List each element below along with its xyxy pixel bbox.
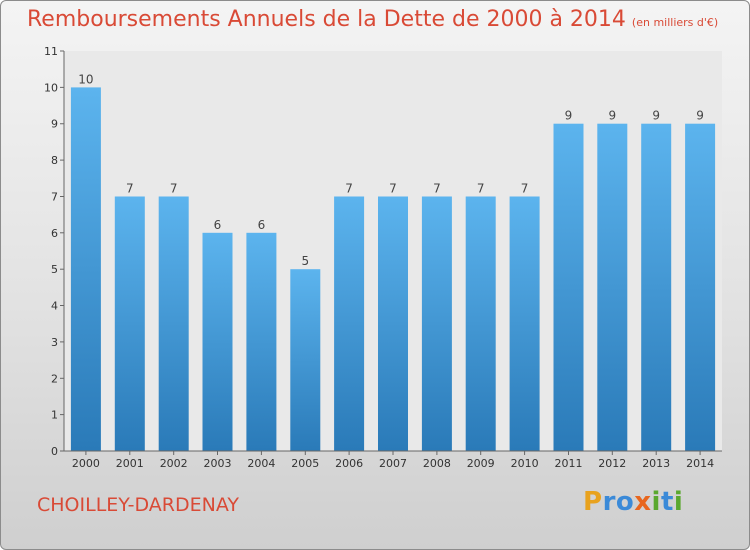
x-tick-label-2002: 2002 [160,457,188,470]
chart-title: Remboursements Annuels de la Dette de 20… [27,7,718,32]
y-tick-label-1: 1 [51,409,58,422]
x-tick-label-2001: 2001 [116,457,144,470]
bar-2008 [421,196,452,451]
chart-subtitle: (en milliers d'€) [631,16,719,29]
data-label-2000: 10 [78,72,93,86]
y-tick-label-2: 2 [51,372,58,385]
x-tick-label-2014: 2014 [686,457,714,470]
data-label-2001: 7 [126,182,134,196]
x-tick-label-2004: 2004 [247,457,275,470]
proxiti-logo: Proxiti [583,487,683,517]
y-tick-label-9: 9 [51,118,58,131]
data-label-2007: 7 [389,182,397,196]
bar-2001 [114,196,145,451]
x-tick-label-2011: 2011 [555,457,583,470]
x-tick-label-2012: 2012 [598,457,626,470]
bar-2010 [509,196,540,451]
y-tick-label-6: 6 [51,227,58,240]
data-label-2012: 9 [608,109,616,123]
y-tick-label-11: 11 [44,45,58,58]
x-tick-label-2000: 2000 [72,457,100,470]
data-label-2008: 7 [433,182,441,196]
x-tick-label-2009: 2009 [467,457,495,470]
bar-2003 [202,232,233,451]
y-tick-label-0: 0 [51,445,58,458]
y-tick-label-10: 10 [44,81,58,94]
x-tick-label-2005: 2005 [291,457,319,470]
bar-2006 [334,196,365,451]
data-label-2002: 7 [170,182,178,196]
y-tick-label-8: 8 [51,154,58,167]
bar-2014 [685,123,716,451]
data-label-2006: 7 [345,182,353,196]
bar-2011 [553,123,584,451]
logo-letter: i [651,487,661,517]
logo-letter: P [583,487,603,517]
data-label-2013: 9 [652,109,660,123]
logo-letter: t [660,487,674,517]
data-label-2014: 9 [696,109,704,123]
x-tick-label-2013: 2013 [642,457,670,470]
y-tick-label-7: 7 [51,191,58,204]
data-label-2009: 7 [477,182,485,196]
bar-2000 [70,87,101,452]
logo-letter: i [673,487,684,517]
y-tick-label-3: 3 [51,336,58,349]
bar-2012 [597,123,628,451]
data-label-2005: 5 [301,254,309,268]
x-tick-label-2008: 2008 [423,457,451,470]
x-tick-label-2010: 2010 [511,457,539,470]
bar-2002 [158,196,189,451]
bar-2009 [465,196,496,451]
x-tick-label-2003: 2003 [204,457,232,470]
logo-letter: r [602,487,616,517]
logo-letter: o [615,487,635,517]
x-tick-label-2006: 2006 [335,457,363,470]
data-label-2010: 7 [521,182,529,196]
bar-2013 [641,123,672,451]
data-label-2003: 6 [214,218,222,232]
bar-2005 [290,269,321,451]
chart-title-text: Remboursements Annuels de la Dette de 20… [27,7,626,32]
bar-2007 [378,196,408,451]
data-label-2004: 6 [258,218,266,232]
logo-letter: x [634,487,652,517]
x-tick-label-2007: 2007 [379,457,407,470]
commune-name: CHOILLEY-DARDENAY [37,494,239,516]
y-tick-label-4: 4 [51,300,58,313]
y-tick-label-5: 5 [51,263,58,276]
data-label-2011: 9 [565,109,573,123]
bar-2004 [246,232,277,451]
